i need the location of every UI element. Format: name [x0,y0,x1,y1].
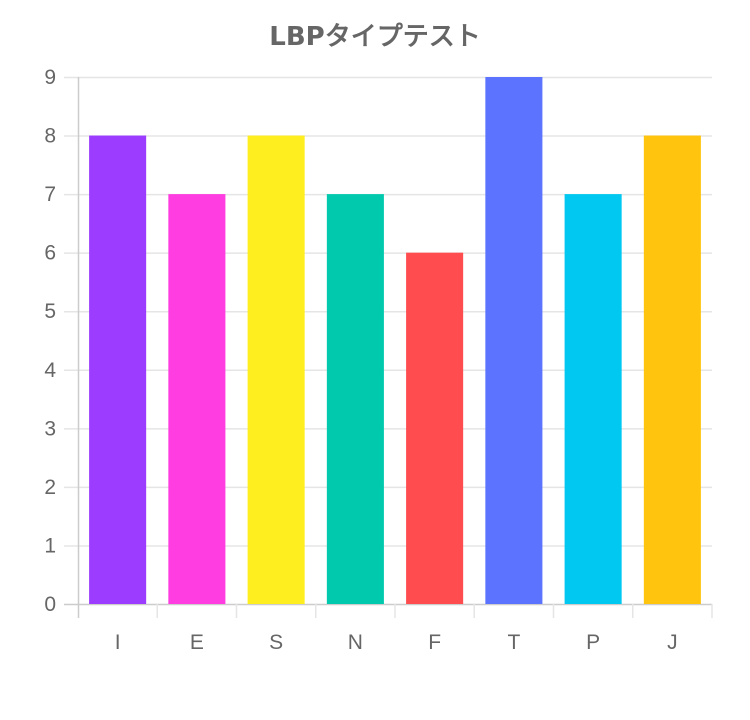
bar-s [247,135,305,605]
x-tick-label: F [428,631,441,654]
x-tick-label: E [190,631,204,654]
x-tick-label: I [115,631,121,654]
y-tick-label: 5 [44,300,56,323]
y-tick-label: 1 [44,534,56,557]
x-tick-label: J [667,631,678,654]
bar-t [485,77,543,604]
x-tick-label: N [348,631,363,654]
bar-j [643,135,701,605]
bar-e [168,194,226,604]
bar-i [89,135,147,605]
bar-f [406,252,464,604]
bar-n [326,194,384,604]
y-tick-label: 6 [44,242,56,265]
x-tick-label: S [269,631,283,654]
y-tick-label: 9 [44,66,56,89]
x-tick-label: T [507,631,520,654]
bar-p [564,194,622,604]
y-tick-label: 7 [44,183,56,206]
y-tick-label: 4 [44,359,56,382]
y-tick-label: 2 [44,476,56,499]
x-tick-label: P [586,631,600,654]
y-tick-label: 3 [44,417,56,440]
y-axis: 0 1 2 3 4 5 6 7 8 9 [44,66,56,616]
bars [89,77,701,605]
y-tick-label: 0 [44,593,56,616]
y-tick-label: 8 [44,125,56,148]
chart-title: LBPタイプテスト [269,22,481,52]
